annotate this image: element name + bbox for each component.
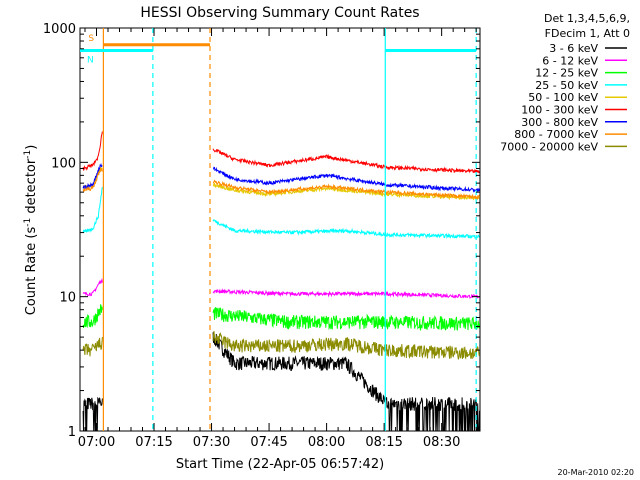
- series-line-300-800-kev: [212, 166, 480, 193]
- flag-label: S: [88, 34, 94, 44]
- series-line-3-6-kev: [82, 396, 103, 431]
- series-line-6-12-kev: [82, 277, 103, 297]
- legend-label-7000-20000-kev: 7000 - 20000 keV: [500, 140, 598, 153]
- series-line-25-50-kev: [212, 219, 480, 240]
- flag-label: N: [87, 55, 94, 65]
- legend-label-25-50-kev: 25 - 50 keV: [535, 79, 598, 92]
- chart-title: HESSI Observing Summary Count Rates: [140, 5, 419, 21]
- x-tick-label: 08:15: [365, 435, 402, 450]
- series-line-800-7000-kev: [82, 167, 103, 193]
- x-tick-label: 07:00: [78, 435, 115, 450]
- legend-label-3-6-kev: 3 - 6 keV: [549, 42, 598, 55]
- legend-header-line-1: Det 1,3,4,5,6,9,: [544, 12, 630, 25]
- x-axis-label: Start Time (22-Apr-05 06:57:42): [176, 457, 384, 472]
- generation-timestamp: 20-Mar-2010 02:20: [558, 468, 635, 477]
- series-line-7000-20000-kev: [82, 336, 103, 357]
- y-tick-label: 100: [51, 156, 76, 171]
- series-line-7000-20000-kev: [212, 331, 480, 360]
- x-tick-label: 07:30: [193, 435, 230, 450]
- y-tick-label: 1: [68, 425, 76, 440]
- legend-label-12-25-kev: 12 - 25 keV: [535, 67, 598, 80]
- series-line-100-300-kev: [212, 148, 480, 174]
- legend-label-300-800-kev: 300 - 800 keV: [521, 116, 598, 129]
- legend-label-100-300-kev: 100 - 300 keV: [521, 104, 598, 117]
- legend: Det 1,3,4,5,6,9, FDecim 1, Att 0 3 - 6 k…: [500, 12, 630, 153]
- plot-frame: [79, 27, 481, 432]
- y-tick-label: 1000: [43, 22, 76, 37]
- x-tick-label: 07:45: [250, 435, 287, 450]
- series-line-100-300-kev: [82, 131, 103, 171]
- legend-label-50-100-kev: 50 - 100 keV: [528, 91, 598, 104]
- legend-header-line-2: FDecim 1, Att 0: [545, 27, 630, 40]
- series-line-12-25-kev: [82, 304, 103, 329]
- series-line-6-12-kev: [212, 288, 480, 299]
- series-line-800-7000-kev: [212, 179, 480, 201]
- y-tick-label: 10: [59, 291, 76, 306]
- legend-label-6-12-kev: 6 - 12 keV: [542, 54, 598, 67]
- series-line-25-50-kev: [82, 186, 103, 233]
- plot-area: SN: [80, 28, 480, 431]
- y-axis-label: Count Rate (s-1 detector-1): [23, 145, 39, 316]
- axis-layer: 07:00 07:15 07:30 07:45 08:00 08:15 08:30 1 10 10…: [43, 22, 480, 450]
- series-line-12-25-kev: [212, 307, 480, 332]
- series-line-3-6-kev: [212, 332, 480, 431]
- x-tick-label: 08:00: [308, 435, 345, 450]
- x-tick-label: 08:30: [423, 435, 460, 450]
- annotation-layer: SN: [80, 28, 477, 431]
- series-layer: [82, 131, 480, 431]
- legend-label-800-7000-kev: 800 - 7000 keV: [514, 128, 598, 141]
- x-tick-label: 07:15: [135, 435, 172, 450]
